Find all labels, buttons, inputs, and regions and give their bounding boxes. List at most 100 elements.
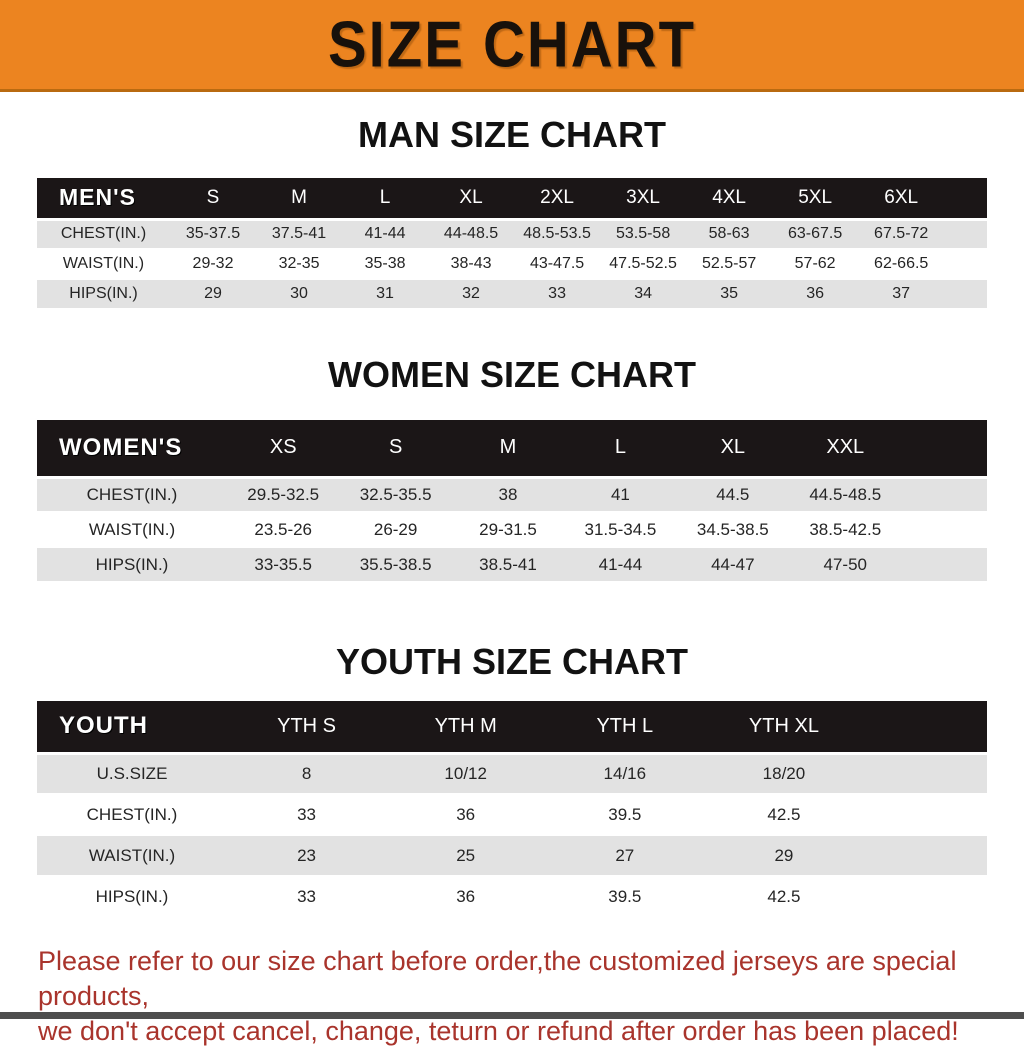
size-value-cell: 41-44 xyxy=(342,219,429,249)
size-value-cell: 33 xyxy=(227,876,387,917)
row-label: WAIST(IN.) xyxy=(37,249,170,279)
row-spacer-cell xyxy=(863,835,987,876)
size-value-cell: 44-47 xyxy=(676,547,790,582)
size-value-cell: 62-66.5 xyxy=(858,249,945,279)
size-header-cell: M xyxy=(451,420,565,477)
size-value-cell: 57-62 xyxy=(772,249,859,279)
size-header-cell: M xyxy=(256,178,343,219)
size-value-cell: 30 xyxy=(256,279,343,309)
bottom-bar xyxy=(0,1012,1024,1019)
row-label: HIPS(IN.) xyxy=(37,279,170,309)
size-value-cell: 42.5 xyxy=(704,876,864,917)
women-size-table: WOMEN'S XS S M L XL XXL CHEST(IN.) 29.5-32.5 32.5… xyxy=(37,420,987,583)
size-header-cell: YTH M xyxy=(386,701,546,753)
table-row: WAIST(IN.) 23.5-26 26-29 29-31.5 31.5-34.5 34… xyxy=(37,512,987,547)
table-row: WAIST(IN.) 23 25 27 29 xyxy=(37,835,987,876)
size-header-cell: 4XL xyxy=(686,178,773,219)
size-value-cell: 37 xyxy=(858,279,945,309)
size-value-cell: 58-63 xyxy=(686,219,773,249)
size-value-cell: 52.5-57 xyxy=(686,249,773,279)
table-row: HIPS(IN.) 29 30 31 32 33 34 35 36 37 xyxy=(37,279,987,309)
size-value-cell: 38.5-42.5 xyxy=(789,512,902,547)
row-label: U.S.SIZE xyxy=(37,753,227,794)
banner: SIZE CHART xyxy=(0,0,1024,92)
size-value-cell: 41-44 xyxy=(564,547,677,582)
size-value-cell: 14/16 xyxy=(545,753,705,794)
header-spacer-cell xyxy=(863,701,987,753)
size-header-cell: 2XL xyxy=(514,178,601,219)
size-value-cell: 35.5-38.5 xyxy=(339,547,452,582)
size-value-cell: 44.5-48.5 xyxy=(789,477,902,512)
size-value-cell: 44.5 xyxy=(676,477,790,512)
size-value-cell: 25 xyxy=(386,835,546,876)
size-value-cell: 38-43 xyxy=(428,249,515,279)
size-header-cell: 3XL xyxy=(600,178,687,219)
row-spacer-cell xyxy=(944,279,987,309)
size-header-cell: S xyxy=(170,178,257,219)
size-value-cell: 23 xyxy=(227,835,387,876)
man-size-chart-section: MAN SIZE CHART MEN'S S M L XL 2XL 3XL 4XL 5XL 6XL… xyxy=(0,114,1024,310)
group-label: MEN'S xyxy=(37,178,170,219)
row-spacer-cell xyxy=(863,753,987,794)
size-value-cell: 41 xyxy=(564,477,677,512)
row-spacer-cell xyxy=(863,876,987,917)
size-header-cell: L xyxy=(342,178,429,219)
row-spacer-cell xyxy=(901,477,987,512)
row-spacer-cell xyxy=(901,512,987,547)
size-value-cell: 47-50 xyxy=(789,547,902,582)
header-spacer-cell xyxy=(901,420,987,477)
size-value-cell: 53.5-58 xyxy=(600,219,687,249)
size-value-cell: 31 xyxy=(342,279,429,309)
row-label: WAIST(IN.) xyxy=(37,835,227,876)
size-value-cell: 10/12 xyxy=(386,753,546,794)
women-size-chart-section: WOMEN SIZE CHART WOMEN'S XS S M L XL XXL CHEST(… xyxy=(0,354,1024,583)
group-label: WOMEN'S xyxy=(37,420,227,477)
size-value-cell: 32.5-35.5 xyxy=(339,477,452,512)
footer-note-line1: Please refer to our size chart before or… xyxy=(38,946,957,1011)
table-row: CHEST(IN.) 29.5-32.5 32.5-35.5 38 41 44.5 44.5… xyxy=(37,477,987,512)
size-value-cell: 38 xyxy=(451,477,565,512)
size-value-cell: 36 xyxy=(386,794,546,835)
size-header-row: MEN'S S M L XL 2XL 3XL 4XL 5XL 6XL xyxy=(37,178,987,219)
row-label: HIPS(IN.) xyxy=(37,876,227,917)
size-header-cell: XL xyxy=(428,178,515,219)
size-value-cell: 35-37.5 xyxy=(170,219,257,249)
size-header-cell: XXL xyxy=(789,420,902,477)
size-header-cell: XS xyxy=(227,420,340,477)
size-value-cell: 38.5-41 xyxy=(451,547,565,582)
youth-size-chart-title: YOUTH SIZE CHART xyxy=(335,641,688,682)
size-value-cell: 35 xyxy=(686,279,773,309)
men-size-table: MEN'S S M L XL 2XL 3XL 4XL 5XL 6XL CHEST(IN.) 35-37… xyxy=(37,178,987,310)
table-row: CHEST(IN.) 35-37.5 37.5-41 41-44 44-48.5 48.5… xyxy=(37,219,987,249)
size-value-cell: 29.5-32.5 xyxy=(227,477,340,512)
size-value-cell: 33 xyxy=(514,279,601,309)
size-value-cell: 37.5-41 xyxy=(256,219,343,249)
size-header-cell: 6XL xyxy=(858,178,945,219)
size-value-cell: 27 xyxy=(545,835,705,876)
size-value-cell: 44-48.5 xyxy=(428,219,515,249)
row-label: CHEST(IN.) xyxy=(37,219,170,249)
size-value-cell: 29 xyxy=(170,279,257,309)
size-value-cell: 29 xyxy=(704,835,864,876)
size-value-cell: 29-32 xyxy=(170,249,257,279)
size-value-cell: 34 xyxy=(600,279,687,309)
row-label: HIPS(IN.) xyxy=(37,547,227,582)
footer-note-line2: we don't accept cancel, change, teturn o… xyxy=(38,1016,959,1046)
size-header-cell: L xyxy=(564,420,677,477)
size-value-cell: 34.5-38.5 xyxy=(676,512,790,547)
row-label: CHEST(IN.) xyxy=(37,794,227,835)
page-title: SIZE CHART xyxy=(328,8,696,81)
women-size-chart-title: WOMEN SIZE CHART xyxy=(328,354,696,395)
size-value-cell: 8 xyxy=(227,753,387,794)
size-header-cell: XL xyxy=(676,420,790,477)
size-value-cell: 36 xyxy=(772,279,859,309)
size-value-cell: 32-35 xyxy=(256,249,343,279)
size-header-row: YOUTH YTH S YTH M YTH L YTH XL xyxy=(37,701,987,753)
row-spacer-cell xyxy=(901,547,987,582)
table-row: U.S.SIZE 8 10/12 14/16 18/20 xyxy=(37,753,987,794)
row-label: CHEST(IN.) xyxy=(37,477,227,512)
size-value-cell: 67.5-72 xyxy=(858,219,945,249)
size-header-cell: 5XL xyxy=(772,178,859,219)
row-spacer-cell xyxy=(863,794,987,835)
table-row: CHEST(IN.) 33 36 39.5 42.5 xyxy=(37,794,987,835)
